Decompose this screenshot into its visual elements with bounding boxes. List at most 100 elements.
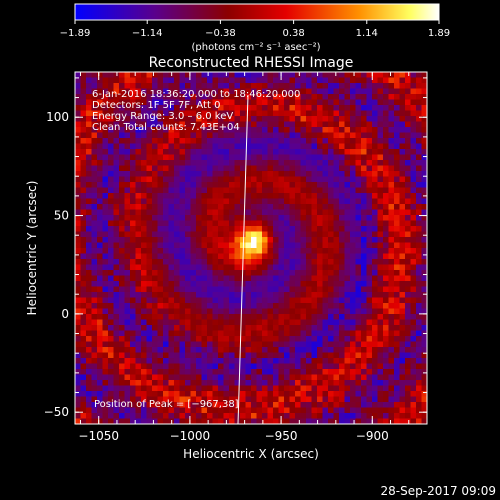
heatmap-cell xyxy=(278,275,285,282)
heatmap-cell xyxy=(300,215,307,221)
heatmap-cell xyxy=(135,193,142,199)
heatmap-cell xyxy=(174,380,180,386)
heatmap-cell xyxy=(317,154,323,161)
heatmap-cell xyxy=(355,149,362,155)
heatmap-cell xyxy=(267,154,274,161)
heatmap-cell xyxy=(416,380,422,386)
heatmap-cell xyxy=(339,77,345,84)
heatmap-cell xyxy=(399,154,406,161)
heatmap-cell xyxy=(317,149,323,155)
heatmap-cell xyxy=(306,330,312,337)
heatmap-cell xyxy=(152,160,158,166)
info-annotations: 6‑Jan‑2016 18:36:20.000 to 18:46:20.000 … xyxy=(92,89,300,133)
heatmap-cell xyxy=(366,242,373,249)
heatmap-cell xyxy=(168,94,175,100)
heatmap-cell xyxy=(421,132,427,139)
heatmap-cell xyxy=(234,286,241,293)
heatmap-cell xyxy=(201,363,208,370)
heatmap-cell xyxy=(377,248,384,254)
heatmap-cell xyxy=(317,297,323,304)
heatmap-cell xyxy=(416,330,422,337)
heatmap-cell xyxy=(262,341,268,348)
heatmap-cell xyxy=(190,237,197,243)
heatmap-cell xyxy=(218,297,224,304)
heatmap-cell xyxy=(317,248,323,254)
heatmap-cell xyxy=(361,330,367,337)
heatmap-cell xyxy=(163,374,169,381)
heatmap-cell xyxy=(212,154,219,161)
heatmap-cell xyxy=(207,396,213,403)
heatmap-cell xyxy=(190,132,197,139)
heatmap-cell xyxy=(344,358,351,364)
heatmap-cell xyxy=(300,341,307,348)
heatmap-cell xyxy=(394,352,400,359)
heatmap-cell xyxy=(223,132,230,139)
heatmap-cell xyxy=(97,110,103,117)
heatmap-cell xyxy=(300,292,307,298)
heatmap-cell xyxy=(361,171,367,177)
heatmap-cell xyxy=(135,231,142,238)
heatmap-cell xyxy=(372,83,378,89)
heatmap-cell xyxy=(278,215,285,221)
heatmap-cell xyxy=(212,242,219,249)
heatmap-cell xyxy=(113,347,120,353)
heatmap-cell xyxy=(421,264,427,271)
heatmap-cell xyxy=(339,325,345,331)
heatmap-cell xyxy=(157,237,164,243)
heatmap-cell xyxy=(251,380,257,386)
heatmap-cell xyxy=(251,215,257,221)
heatmap-cell xyxy=(163,242,169,249)
heatmap-cell xyxy=(366,358,373,364)
heatmap-cell xyxy=(108,330,114,337)
heatmap-cell xyxy=(152,171,158,177)
heatmap-cell xyxy=(333,352,340,359)
heatmap-cell xyxy=(361,336,367,342)
heatmap-cell xyxy=(394,231,400,238)
heatmap-cell xyxy=(245,259,252,265)
heatmap-cell xyxy=(229,402,235,408)
heatmap-cell xyxy=(361,127,367,133)
heatmap-cell xyxy=(141,72,147,78)
heatmap-cell xyxy=(91,402,98,408)
heatmap-cell xyxy=(355,341,362,348)
heatmap-cell xyxy=(405,94,411,100)
heatmap-cell xyxy=(179,380,186,386)
heatmap-cell xyxy=(256,297,263,304)
heatmap-cell xyxy=(146,138,153,144)
heatmap-cell xyxy=(399,160,406,166)
heatmap-cell xyxy=(86,116,92,122)
heatmap-cell xyxy=(394,407,400,414)
heatmap-cell xyxy=(201,121,208,128)
heatmap-cell xyxy=(218,248,224,254)
heatmap-cell xyxy=(135,297,142,304)
heatmap-cell xyxy=(394,220,400,227)
heatmap-cell xyxy=(75,369,81,375)
heatmap-cell xyxy=(339,374,345,381)
heatmap-cell xyxy=(75,171,81,177)
heatmap-cell xyxy=(185,110,191,117)
heatmap-cell xyxy=(245,407,252,414)
heatmap-cell xyxy=(322,286,329,293)
heatmap-cell xyxy=(306,391,312,397)
heatmap-cell xyxy=(97,215,103,221)
heatmap-cell xyxy=(251,292,257,298)
heatmap-cell xyxy=(141,187,147,194)
heatmap-cell xyxy=(185,187,191,194)
heatmap-cell xyxy=(355,215,362,221)
heatmap-cell xyxy=(201,270,208,276)
heatmap-cell xyxy=(317,105,323,111)
heatmap-cell xyxy=(295,143,301,150)
heatmap-cell xyxy=(141,352,147,359)
heatmap-cell xyxy=(273,99,279,106)
heatmap-cell xyxy=(174,83,180,89)
heatmap-cell xyxy=(190,165,197,172)
heatmap-cell xyxy=(168,325,175,331)
heatmap-cell xyxy=(262,385,268,392)
heatmap-cell xyxy=(179,374,186,381)
heatmap-cell xyxy=(344,391,351,397)
heatmap-cell xyxy=(317,204,323,210)
heatmap-cell xyxy=(405,352,411,359)
heatmap-cell xyxy=(306,292,312,298)
heatmap-cell xyxy=(372,182,378,188)
heatmap-cell xyxy=(146,182,153,188)
